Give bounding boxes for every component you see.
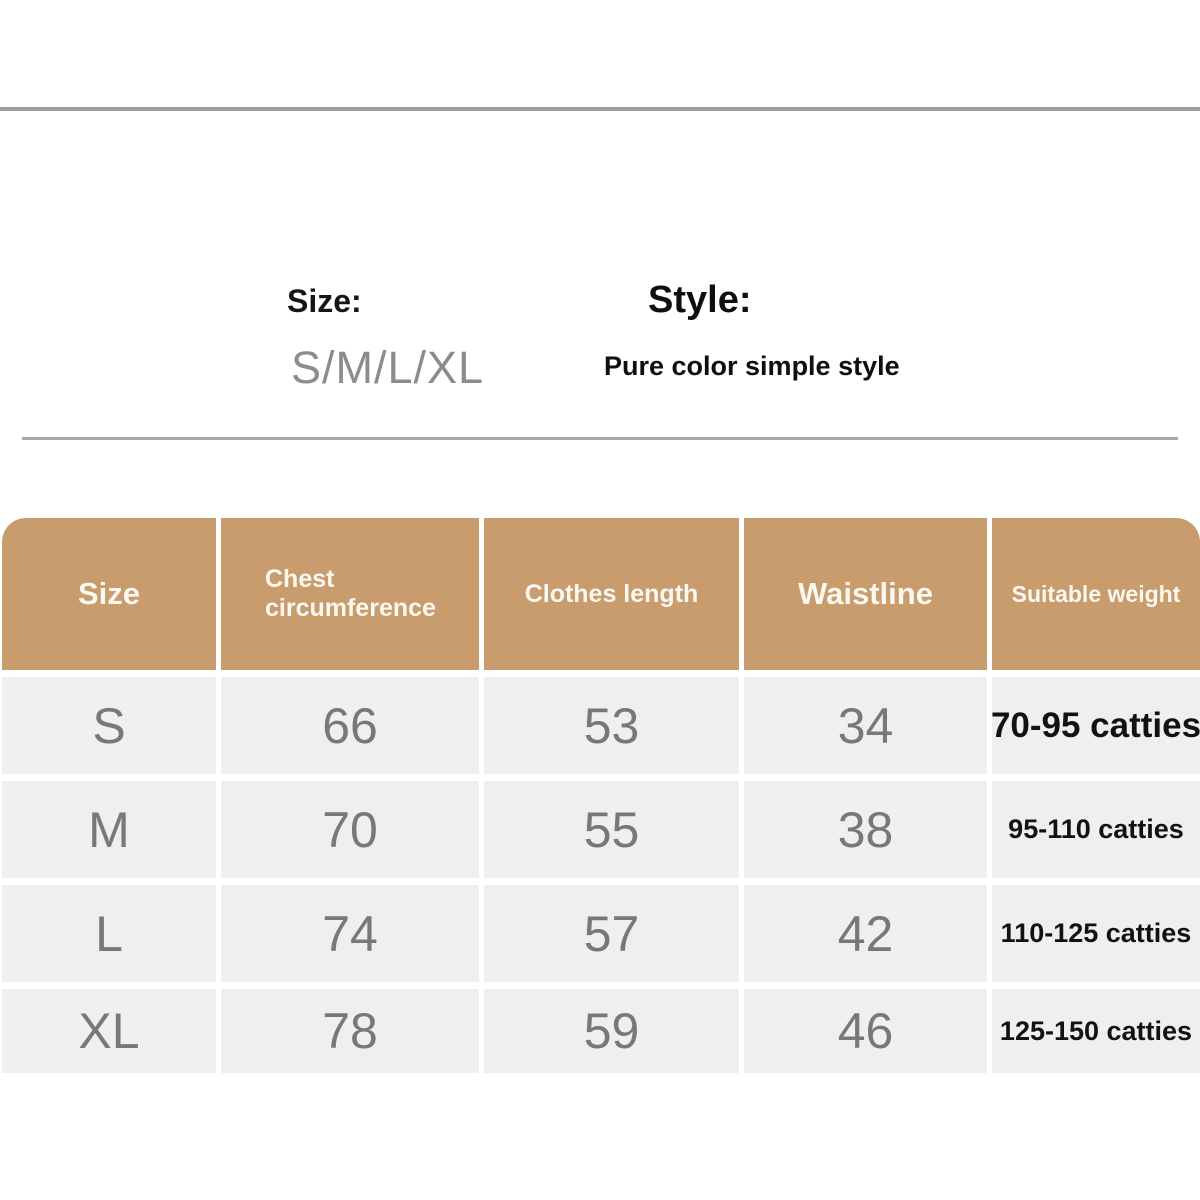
table-row-l-length: 57 [484, 885, 739, 982]
cell-value: 34 [837, 697, 894, 754]
header-cell-length: Clothes length [484, 518, 739, 670]
cell-value: 70 [322, 801, 378, 858]
style-value: Pure color simple style [604, 351, 900, 381]
table-row-xl-size: XL [2, 989, 216, 1073]
header-label-weight: Suitable weight [1011, 580, 1181, 607]
cell-weight: 125-150 catties [999, 1015, 1193, 1046]
table-row-xl-waist: 46 [744, 989, 987, 1073]
cell-value: 78 [322, 1003, 378, 1059]
cell-value: 38 [837, 801, 894, 858]
cell-value: S [92, 697, 126, 754]
table-row-s-chest: 66 [221, 677, 479, 774]
cell-value: 59 [583, 1003, 640, 1059]
size-label: Size: [287, 283, 362, 319]
table-row-m-size: M [2, 781, 216, 878]
header-cell-waist: Waistline [744, 518, 987, 670]
photo-strip-gray [0, 107, 1200, 111]
header-cell-size: Size [2, 518, 216, 670]
cell-value: M [88, 801, 130, 858]
cell-weight: 110-125 catties [1000, 918, 1192, 948]
table-row-s-waist: 34 [744, 677, 987, 774]
header-label-size: Size [77, 576, 141, 611]
table-row-xl-length: 59 [484, 989, 739, 1073]
table-row-xl-weight: 125-150 catties [992, 989, 1200, 1073]
cell-value: XL [78, 1003, 140, 1059]
table-row-l-weight: 110-125 catties [992, 885, 1200, 982]
section-divider [22, 437, 1178, 440]
header-label-waist: Waistline [798, 576, 933, 611]
cell-value: 46 [837, 1003, 894, 1059]
table-row-l-waist: 42 [744, 885, 987, 982]
cell-value: L [95, 905, 123, 962]
table-row-m-weight: 95-110 catties [992, 781, 1200, 878]
table-row-m-waist: 38 [744, 781, 987, 878]
table-row-l-chest: 74 [221, 885, 479, 982]
header-label-length: Clothes length [524, 579, 699, 608]
cell-value: 57 [583, 905, 640, 962]
cell-weight: 70-95 catties [990, 705, 1200, 745]
header-label-chest: Chest circumference [265, 565, 436, 622]
style-label: Style: [648, 279, 752, 321]
table-row-xl-chest: 78 [221, 989, 479, 1073]
cell-value: 42 [837, 905, 894, 962]
header-cell-chest: Chest circumference [221, 518, 479, 670]
photo-strip-dark [348, 103, 1076, 112]
table-row-s-size: S [2, 677, 216, 774]
cell-value: 53 [583, 697, 640, 754]
cell-value: 66 [322, 697, 378, 754]
table-row-s-length: 53 [484, 677, 739, 774]
table-row-s-weight: 70-95 catties [990, 677, 1200, 774]
size-value: S/M/L/XL [291, 342, 485, 393]
table-row-l-size: L [2, 885, 216, 982]
size-table: Size Chest circumference Clothes length … [2, 518, 1200, 1073]
header-cell-weight: Suitable weight [992, 518, 1200, 670]
table-row-m-chest: 70 [221, 781, 479, 878]
cell-value: 74 [322, 905, 378, 962]
cell-value: 55 [583, 801, 640, 858]
table-row-m-length: 55 [484, 781, 739, 878]
cell-weight: 95-110 catties [1008, 814, 1184, 844]
